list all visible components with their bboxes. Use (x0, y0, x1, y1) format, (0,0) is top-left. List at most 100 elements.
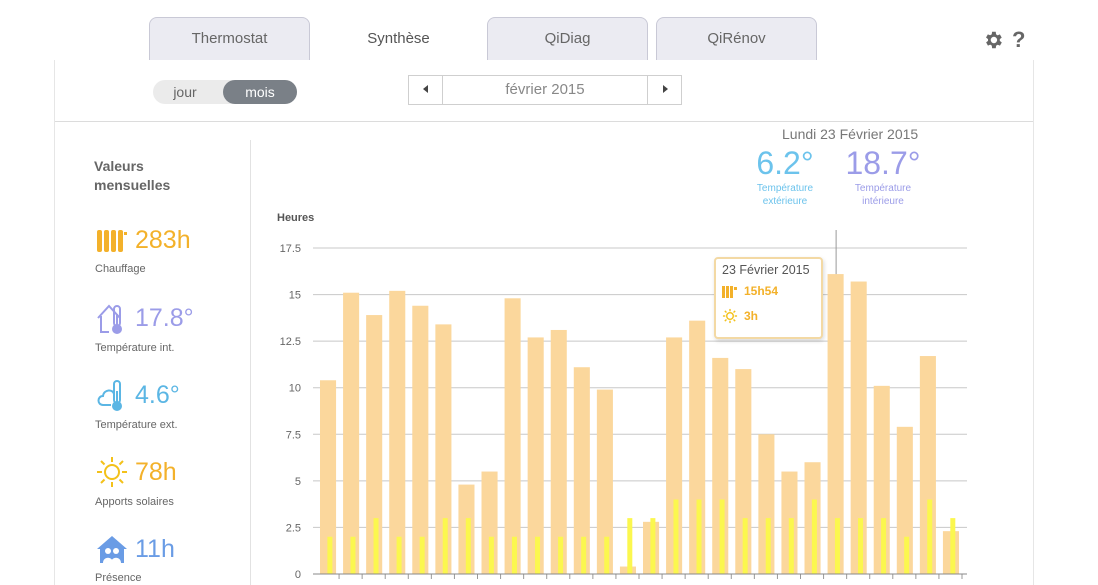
solar-bar[interactable] (904, 536, 910, 574)
tooltip-date: 23 Février 2015 (722, 263, 810, 277)
tab-thermostat[interactable]: Thermostat (149, 17, 310, 61)
heating-bar[interactable] (550, 329, 567, 574)
heating-value: 283h (135, 226, 191, 254)
tab-qidiag[interactable]: QiDiag (487, 17, 648, 61)
sidebar-title: Valeurs mensuelles (94, 158, 171, 193)
heating-bar[interactable] (827, 274, 844, 574)
next-month-button[interactable] (647, 76, 681, 104)
presence-label: Présence (95, 572, 142, 584)
heating-bar[interactable] (596, 389, 613, 574)
gear-icon[interactable] (982, 29, 1004, 55)
radiator-icon (722, 285, 737, 298)
metric-presence: 11h Présence (95, 533, 175, 584)
metric-solar: 78h Apports solaires (95, 455, 177, 508)
solar-bar[interactable] (696, 499, 702, 574)
hours-chart: Heures 0 2.5 5 7.5 10 12.5 15 17.5 (255, 200, 1035, 585)
heating-bar[interactable] (412, 305, 429, 574)
prev-arrow-icon (422, 85, 428, 93)
ext-temp-value: 6.2° (756, 145, 814, 181)
solar-bar[interactable] (511, 536, 517, 574)
solar-bar[interactable] (881, 518, 887, 574)
prev-month-button[interactable] (409, 76, 443, 104)
toolbar: jour mois février 2015 (55, 60, 1033, 122)
ext-temp-label: Température extérieure (756, 183, 814, 207)
y-tick-label: 0 (295, 569, 301, 581)
outdoor-temp-label: Température ext. (95, 419, 178, 431)
heating-bar[interactable] (573, 367, 590, 574)
current-period-label: février 2015 (505, 81, 585, 98)
solar-bar[interactable] (858, 518, 864, 574)
y-tick-label: 15 (289, 290, 301, 302)
y-tick-label: 7.5 (286, 429, 301, 441)
heating-bar[interactable] (504, 298, 521, 574)
solar-bar[interactable] (788, 518, 794, 574)
heating-bar[interactable] (850, 281, 867, 574)
radiator-icon (95, 226, 129, 254)
house-people-icon (95, 533, 129, 565)
date-navigator: février 2015 (408, 75, 682, 105)
solar-bar[interactable] (673, 499, 679, 574)
solar-bar[interactable] (581, 536, 587, 574)
solar-bar[interactable] (627, 518, 633, 574)
metric-indoor-temp: 17.8° Température int. (95, 300, 194, 354)
solar-bar[interactable] (350, 536, 356, 574)
synthese-panel: jour mois février 2015 Valeurs mensuelle… (54, 60, 1034, 585)
solar-bar[interactable] (465, 518, 471, 574)
tooltip-heating-value: 15h54 (744, 284, 779, 298)
solar-bar[interactable] (488, 536, 494, 574)
y-tick-label: 17.5 (280, 243, 301, 255)
solar-bar[interactable] (650, 518, 656, 574)
heating-label: Chauffage (95, 263, 146, 275)
solar-bar[interactable] (535, 536, 541, 574)
period-toggle: jour mois (153, 80, 297, 104)
solar-bar[interactable] (396, 536, 402, 574)
tooltip-solar-value: 3h (744, 309, 759, 323)
heating-bar[interactable] (366, 315, 383, 574)
heating-bar[interactable] (343, 292, 360, 574)
day-readout: Lundi 23 Février 2015 6.2° Température e… (735, 126, 975, 216)
solar-label: Apports solaires (95, 496, 174, 508)
heating-bar[interactable] (320, 380, 337, 574)
indoor-temp-label: Température int. (95, 342, 175, 354)
tab-bar: Thermostat Synthèse QiDiag QiRénov ? (0, 0, 1098, 61)
house-thermometer-icon (95, 300, 129, 336)
outdoor-temp-value: 4.6° (135, 381, 180, 409)
solar-bar[interactable] (442, 518, 448, 574)
y-tick-label: 5 (295, 476, 301, 488)
presence-value: 11h (135, 535, 175, 563)
solar-bar[interactable] (558, 536, 564, 574)
solar-bar[interactable] (927, 499, 933, 574)
solar-bar[interactable] (373, 518, 379, 574)
y-tick-label: 2.5 (286, 522, 301, 534)
next-arrow-icon (662, 85, 668, 93)
heating-bar[interactable] (435, 324, 452, 574)
solar-bar[interactable] (604, 536, 610, 574)
solar-bar[interactable] (327, 536, 333, 574)
solar-value: 78h (135, 458, 177, 486)
readout-date: Lundi 23 Février 2015 (782, 126, 919, 142)
metric-heating: 283h Chauffage (95, 225, 191, 275)
help-icon[interactable]: ? (1012, 27, 1026, 52)
solar-bar[interactable] (811, 499, 817, 574)
solar-bar[interactable] (419, 536, 425, 574)
solar-bar[interactable] (765, 518, 771, 574)
solar-bar[interactable] (719, 499, 725, 574)
heating-bar[interactable] (389, 290, 406, 574)
monthly-values-sidebar: Valeurs mensuelles 283h Chauffage (55, 140, 251, 585)
tab-synthese[interactable]: Synthèse (318, 17, 479, 61)
solar-bar[interactable] (834, 518, 840, 574)
int-temp-label: Température intérieure (854, 183, 912, 207)
solar-bar[interactable] (950, 518, 956, 574)
tooltip-solar: 3h (722, 308, 758, 324)
hours-bar-chart[interactable]: 0 2.5 5 7.5 10 12.5 15 17.5 (255, 200, 1035, 585)
solar-bar[interactable] (742, 518, 748, 574)
chart-y-axis-label: Heures (277, 212, 315, 224)
heating-bar[interactable] (527, 337, 544, 574)
chart-tooltip: 23 Février 2015 15h54 3h (714, 257, 823, 339)
period-month-button[interactable]: mois (223, 80, 297, 104)
period-day-button[interactable]: jour (173, 84, 197, 100)
cloud-thermometer-icon (95, 377, 129, 413)
indoor-temp-value: 17.8° (135, 304, 194, 332)
sun-icon (722, 308, 738, 324)
tab-qirenov[interactable]: QiRénov (656, 17, 817, 61)
